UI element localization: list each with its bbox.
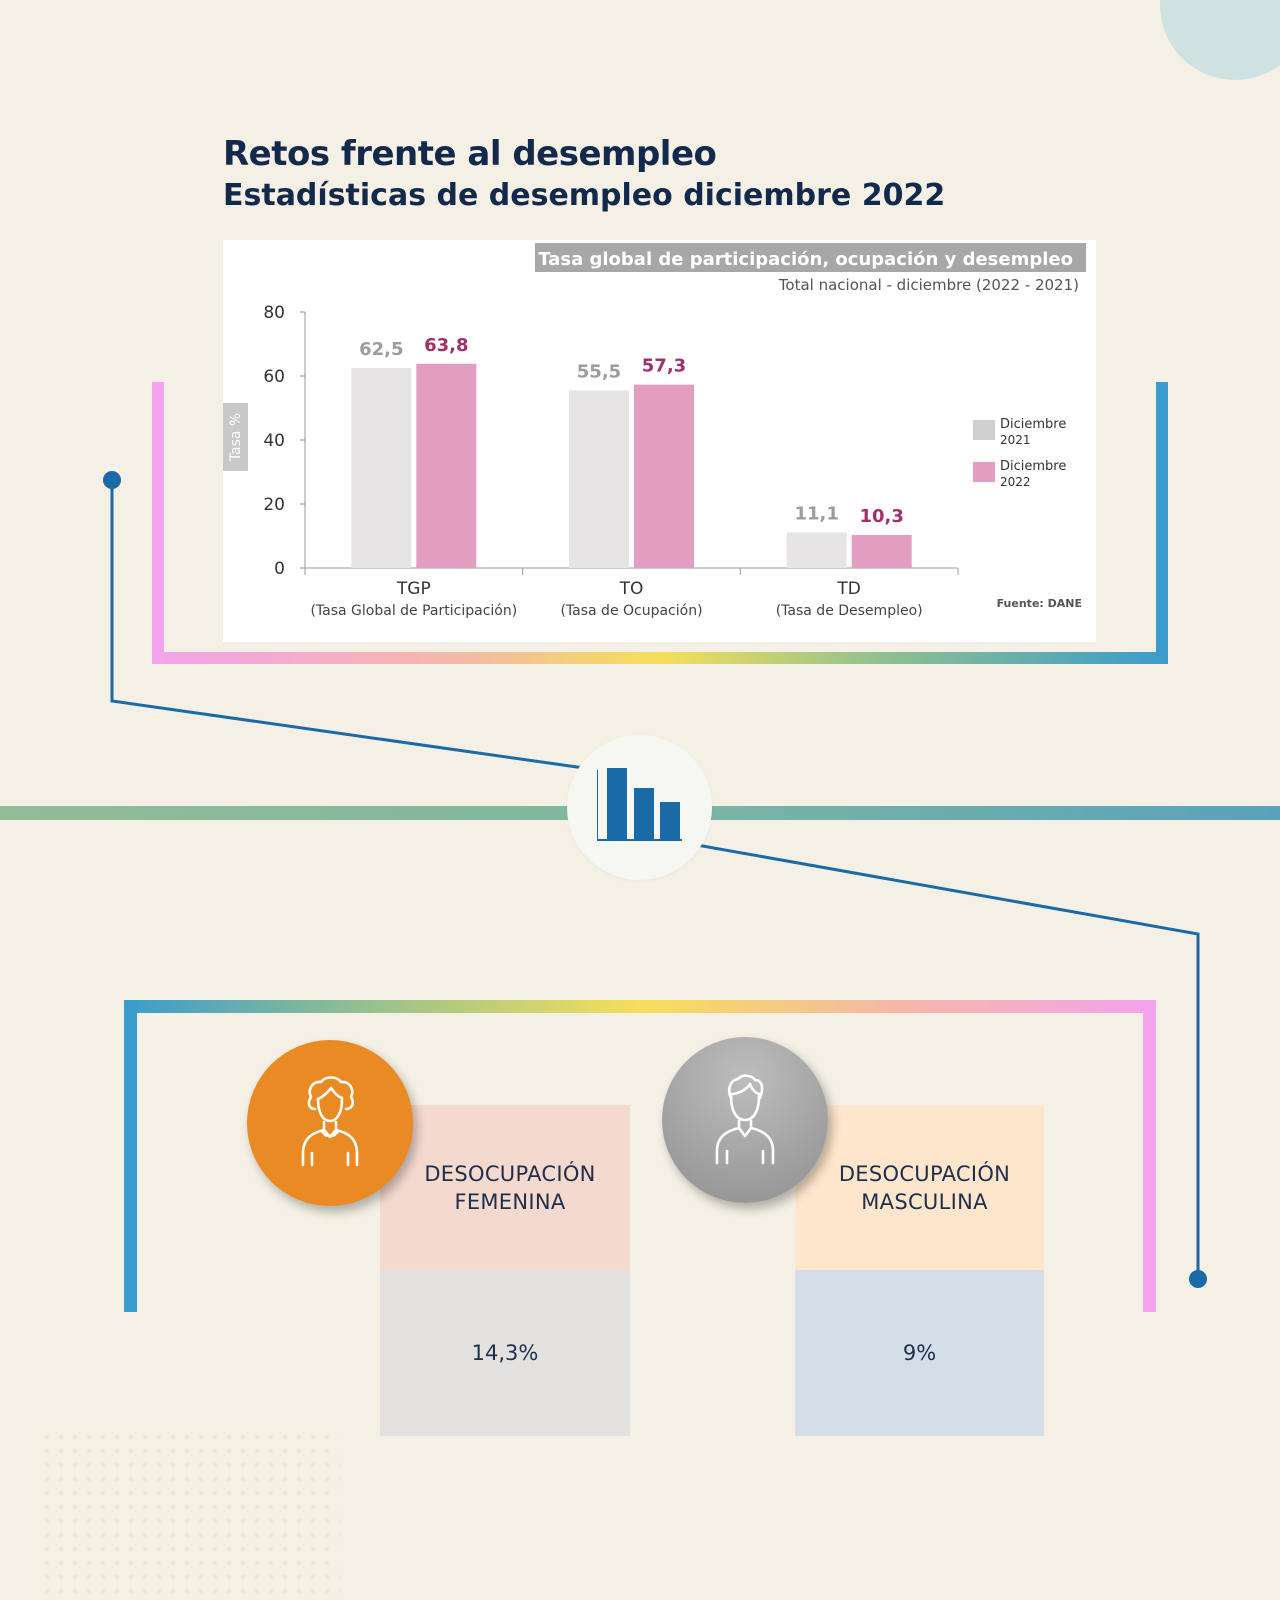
woman-avatar: [247, 1040, 413, 1206]
bars: 62,5 63,8 55,5 57,3 11,1 10,3: [351, 335, 912, 568]
chart-title-background: [535, 243, 1086, 272]
male-unemployment-value: 9%: [902, 1341, 937, 1365]
x-category-label: TD: [836, 579, 860, 599]
y-tick-label: 80: [263, 303, 285, 323]
male-label-line1: DESOCUPACIÓN: [838, 1161, 1011, 1186]
y-axis-label-background: [223, 403, 248, 471]
x-category-label: TO: [619, 579, 644, 599]
top-frame-left: [152, 382, 164, 664]
connector-line-left: [110, 480, 599, 772]
bar-value-label: 11,1: [794, 503, 838, 524]
x-category-description: (Tasa de Desempleo): [776, 603, 923, 619]
y-axis: 0 20 40 60 80: [263, 303, 306, 579]
bar: [634, 384, 694, 568]
female-label-line2: FEMENINA: [454, 1189, 566, 1214]
connector-line-right: [679, 840, 1200, 1279]
legend-label: Diciembre: [1000, 417, 1066, 432]
male-label-line2: MASCULINA: [861, 1189, 988, 1214]
male-unemployment-value-box: 9%: [795, 1270, 1044, 1436]
bar: [569, 390, 629, 568]
bottom-frame-left: [124, 1000, 137, 1312]
y-tick-label: 40: [263, 431, 285, 451]
bar: [851, 535, 912, 568]
chart-card: Tasa global de participación, ocupación …: [223, 240, 1096, 642]
man-icon: [715, 1074, 775, 1165]
man-avatar: [662, 1037, 828, 1203]
female-unemployment-value-box: 14,3%: [380, 1270, 630, 1436]
x-category-description: (Tasa de Ocupación): [560, 603, 702, 619]
x-category-label: TGP: [396, 579, 431, 599]
bar-value-label: 62,5: [359, 339, 403, 360]
page-subtitle: Estadísticas de desempleo diciembre 2022: [223, 178, 946, 213]
legend-label: Diciembre: [1000, 459, 1066, 474]
legend-swatch: [973, 462, 995, 482]
bottom-frame-top: [124, 1000, 1156, 1013]
x-axis: TGP (Tasa Global de Participación) TO (Tasa…: [304, 567, 959, 619]
bottom-frame-right: [1143, 1000, 1156, 1312]
chart-subtitle: Total nacional - diciembre (2022 - 2021): [778, 276, 1079, 294]
female-label-line1: DESOCUPACIÓN: [424, 1161, 596, 1186]
bar: [416, 363, 477, 568]
bar-value-label: 55,5: [577, 361, 621, 382]
legend-label-year: 2021: [1000, 433, 1031, 447]
y-tick-label: 60: [263, 367, 285, 387]
y-tick-label: 20: [263, 495, 285, 515]
legend-label-year: 2022: [1000, 475, 1031, 489]
female-unemployment-label-box: DESOCUPACIÓN FEMENINA: [380, 1105, 630, 1270]
female-unemployment-value: 14,3%: [471, 1341, 539, 1365]
y-axis-label: Tasa %: [228, 413, 244, 462]
bar-value-label: 63,8: [424, 335, 468, 356]
bar-chart-icon: [597, 768, 682, 841]
top-frame-bottom: [152, 652, 1168, 664]
decorative-dot-pattern: [40, 1430, 340, 1600]
woman-icon: [301, 1076, 359, 1167]
legend-swatch: [973, 420, 995, 440]
connector-dot-right: [1189, 1270, 1207, 1288]
bar: [351, 368, 412, 568]
bar-value-label: 10,3: [859, 506, 903, 527]
chart-title: Tasa global de participación, ocupación …: [538, 249, 1073, 270]
male-unemployment-label-box: DESOCUPACIÓN MASCULINA: [795, 1105, 1044, 1270]
bar-value-label: 57,3: [642, 356, 686, 377]
connector-dot-left: [103, 471, 121, 489]
bar-chart: Tasa global de participación, ocupación …: [223, 243, 1086, 619]
page-title: Retos frente al desempleo: [223, 134, 717, 174]
x-category-description: (Tasa Global de Participación): [310, 603, 517, 619]
chart-source: Fuente: DANE: [997, 597, 1082, 610]
y-tick-label: 0: [274, 559, 285, 579]
bar: [786, 532, 847, 568]
top-frame-right: [1156, 382, 1168, 664]
